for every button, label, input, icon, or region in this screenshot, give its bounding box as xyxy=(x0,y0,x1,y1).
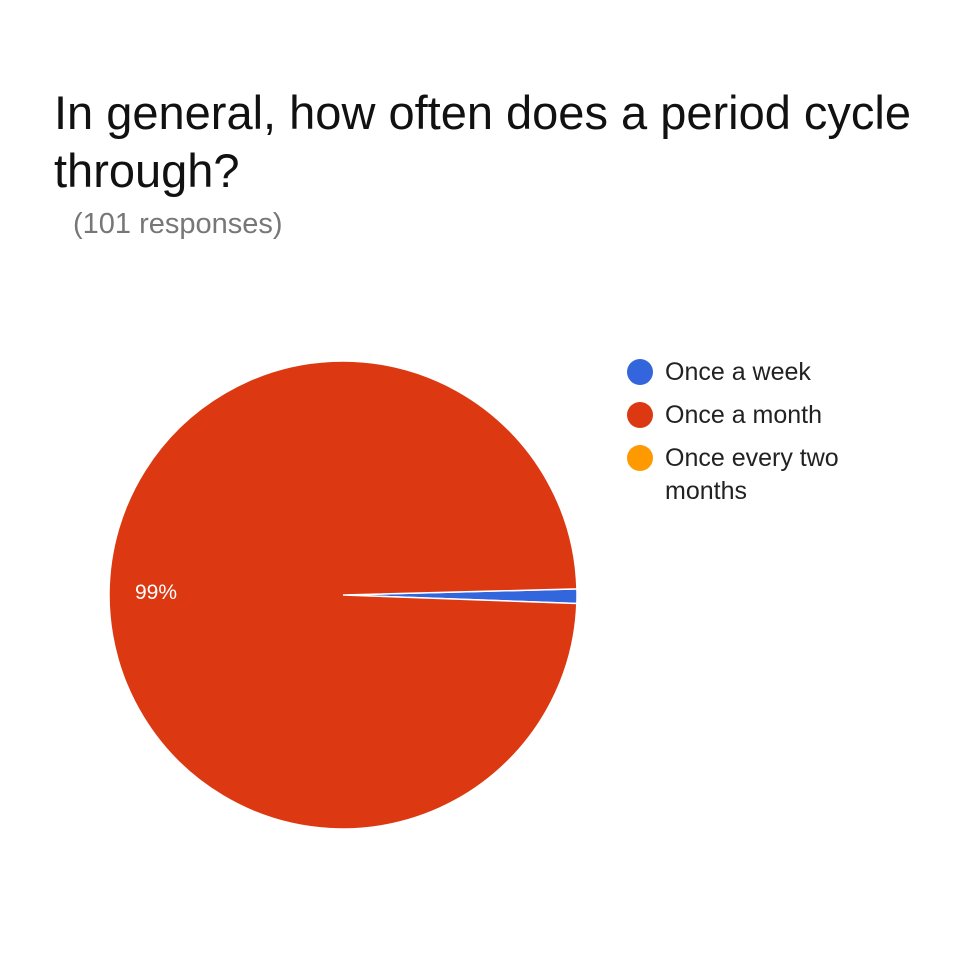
legend-swatch-once-every-two-months xyxy=(627,445,653,471)
legend-label: Once a week xyxy=(665,358,811,386)
response-count: (101 responses) xyxy=(73,208,283,240)
legend-swatch-once-a-month xyxy=(627,402,653,428)
legend-item-once-a-month[interactable]: Once a month xyxy=(627,399,887,432)
legend: Once a week Once a month Once every two … xyxy=(627,356,887,518)
pie-slice-once-a-month[interactable] xyxy=(108,360,578,830)
legend-label: Once a month xyxy=(665,401,823,429)
legend-label: Once every two months xyxy=(665,444,839,505)
legend-item-once-every-two-months[interactable]: Once every two months xyxy=(627,442,887,508)
data-label-once-a-month: 99% xyxy=(135,581,177,604)
chart-title: In general, how often does a period cycl… xyxy=(54,86,911,197)
legend-swatch-once-a-week xyxy=(627,359,653,385)
legend-item-once-a-week[interactable]: Once a week xyxy=(627,356,887,389)
